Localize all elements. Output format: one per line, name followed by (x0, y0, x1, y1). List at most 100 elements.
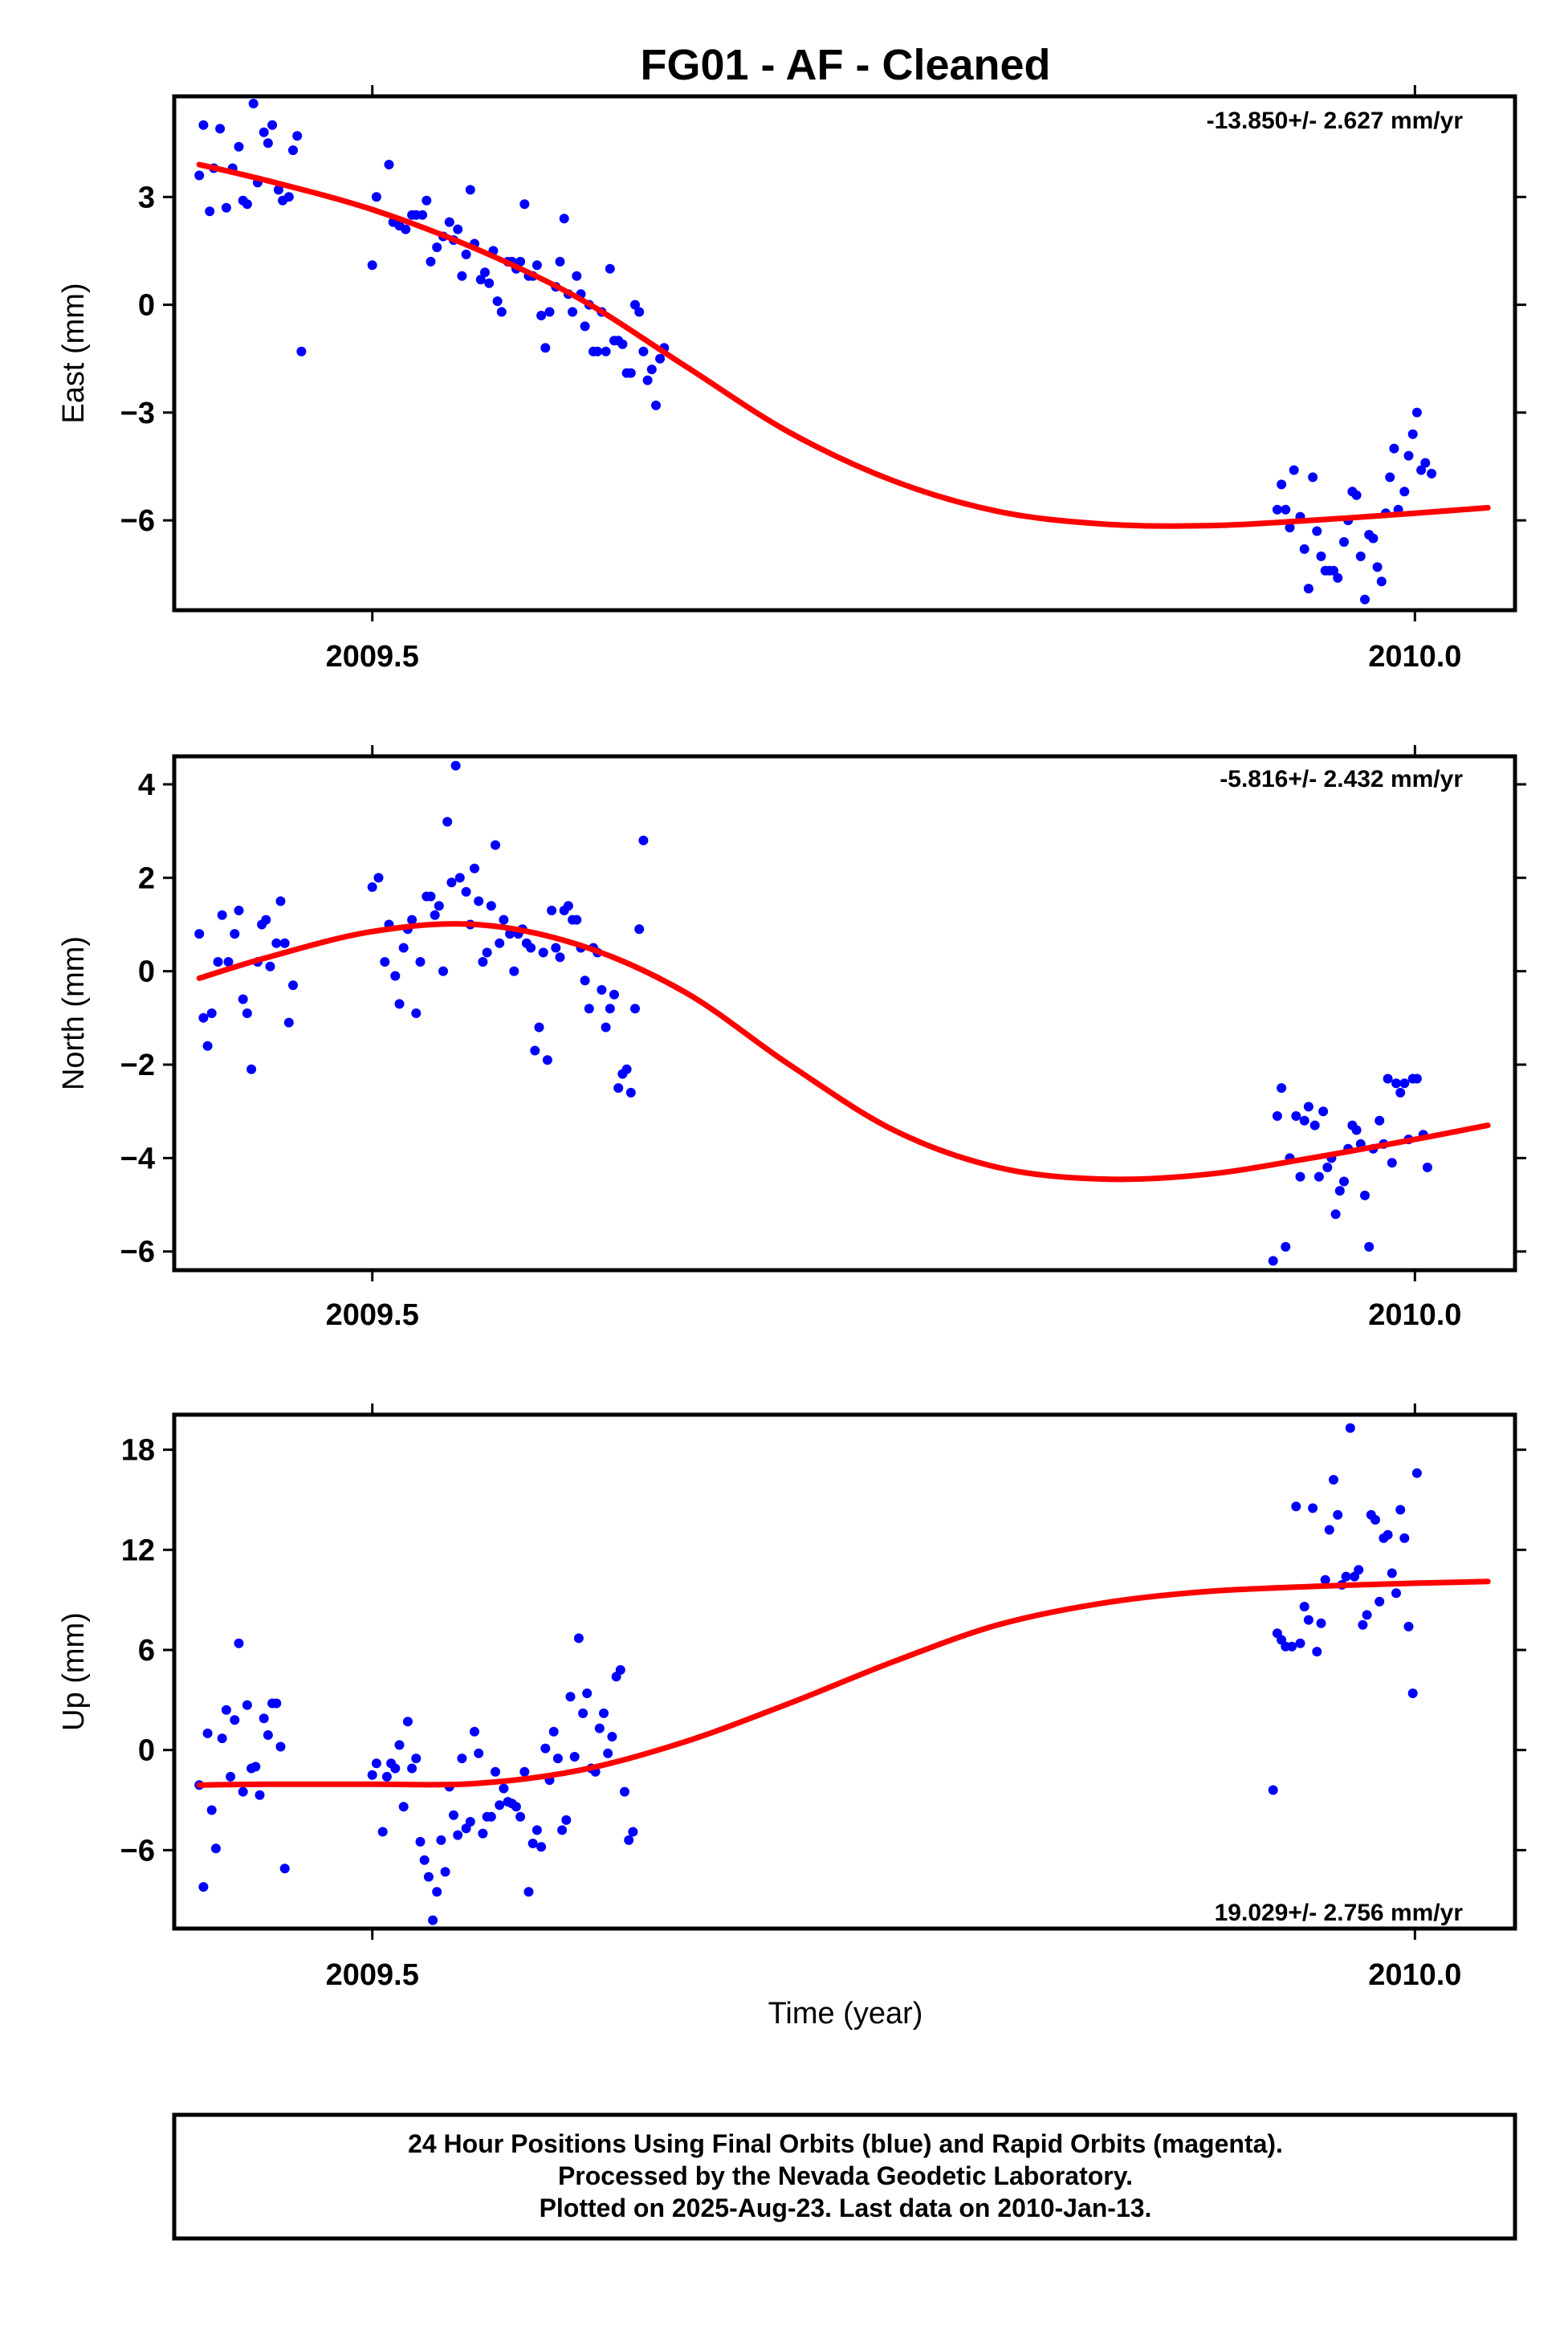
up-point (234, 1638, 244, 1648)
east-point (1303, 584, 1313, 594)
north-point (526, 943, 536, 953)
north-fit-line (196, 921, 1491, 1183)
up-point (226, 1771, 236, 1782)
north-point (547, 906, 557, 915)
east-point (605, 263, 615, 274)
east-point (1277, 479, 1287, 490)
east-point (1299, 544, 1309, 554)
north-point (450, 760, 461, 771)
east-point (242, 199, 252, 210)
up-point (275, 1741, 286, 1752)
north-point (580, 976, 590, 986)
east-point (1411, 407, 1422, 418)
up-point (569, 1752, 580, 1762)
up-point (279, 1864, 290, 1874)
east-point (625, 368, 636, 378)
footer-line-2: Processed by the Nevada Geodetic Laborat… (558, 2161, 1133, 2190)
east-xtick-label: 2010.0 (1368, 640, 1461, 674)
north-point (380, 957, 390, 967)
east-point (263, 138, 273, 149)
up-rate-label: 19.029+/- 2.756 mm/yr (1215, 1900, 1464, 1926)
up-point (457, 1754, 467, 1764)
east-point (1289, 465, 1299, 475)
north-point (202, 1041, 213, 1051)
east-point (296, 346, 307, 356)
east-rate-label: -13.850+/- 2.627 mm/yr (1207, 108, 1464, 134)
north-point (1391, 1078, 1401, 1089)
east-point (642, 375, 653, 385)
up-point (486, 1811, 496, 1822)
east-point (259, 127, 269, 137)
up-ytick-label: 18 (121, 1434, 155, 1468)
north-point (634, 924, 645, 935)
up-y-axis-label: Up (mm) (57, 1612, 91, 1731)
up-point (1303, 1615, 1313, 1625)
north-ytick-label: −4 (120, 1142, 155, 1175)
up-point (423, 1872, 434, 1882)
up-point (1333, 1509, 1343, 1520)
east-point (432, 242, 442, 252)
east-panel: 3 0 −3 −6 2009.5 2010.0 East (mm) -13.850+/- 2.… (57, 85, 1526, 674)
north-point (1299, 1115, 1309, 1126)
north-point (630, 1004, 640, 1014)
up-point (1395, 1505, 1406, 1515)
north-point (613, 1083, 624, 1094)
up-point (377, 1827, 388, 1837)
north-point (495, 938, 505, 948)
north-point (194, 929, 205, 939)
east-point (630, 299, 640, 310)
up-point (552, 1754, 563, 1764)
north-point (1295, 1171, 1305, 1182)
east-point (198, 120, 209, 130)
north-point (1395, 1087, 1406, 1098)
up-point (561, 1815, 572, 1825)
up-point (1403, 1621, 1414, 1631)
up-point (495, 1800, 505, 1811)
north-point (625, 1087, 636, 1098)
up-point (230, 1715, 240, 1725)
north-point (430, 910, 440, 920)
up-ytick-label: 12 (121, 1534, 155, 1567)
east-point (1372, 562, 1383, 572)
east-ytick-label: 0 (138, 289, 155, 323)
up-point (371, 1758, 381, 1769)
north-point (390, 971, 401, 981)
east-point (1333, 572, 1343, 583)
north-point (1313, 1171, 1324, 1182)
north-point (530, 1045, 540, 1056)
up-point (523, 1887, 534, 1897)
up-point (1312, 1647, 1322, 1657)
east-point (371, 192, 381, 202)
up-point (624, 1835, 634, 1845)
up-point (582, 1688, 593, 1698)
north-point (288, 980, 298, 991)
up-point (250, 1762, 261, 1772)
east-point (580, 321, 590, 332)
north-xtick-label: 2009.5 (326, 1298, 419, 1332)
north-point (597, 984, 607, 995)
north-point (1375, 1115, 1385, 1126)
up-fit-line (196, 1578, 1491, 1788)
north-point (394, 999, 405, 1009)
up-point (1375, 1596, 1385, 1607)
east-point (646, 365, 657, 375)
north-point (1330, 1209, 1341, 1220)
up-point (210, 1843, 221, 1854)
up-point (390, 1763, 401, 1774)
up-point (436, 1835, 446, 1845)
north-point (1281, 1241, 1291, 1252)
up-point (1341, 1571, 1351, 1582)
up-point (1399, 1533, 1410, 1543)
up-point (557, 1825, 568, 1835)
east-point (283, 192, 294, 202)
up-point (221, 1705, 231, 1715)
east-point (515, 256, 526, 267)
north-point (534, 1022, 544, 1033)
east-y-axis-label: East (mm) (57, 283, 91, 423)
north-point (482, 947, 492, 958)
up-point (1295, 1638, 1305, 1648)
up-point (511, 1802, 521, 1812)
figure-title: FG01 - AF - Cleaned (640, 41, 1050, 89)
east-point (492, 296, 503, 307)
east-frame (172, 94, 1517, 613)
